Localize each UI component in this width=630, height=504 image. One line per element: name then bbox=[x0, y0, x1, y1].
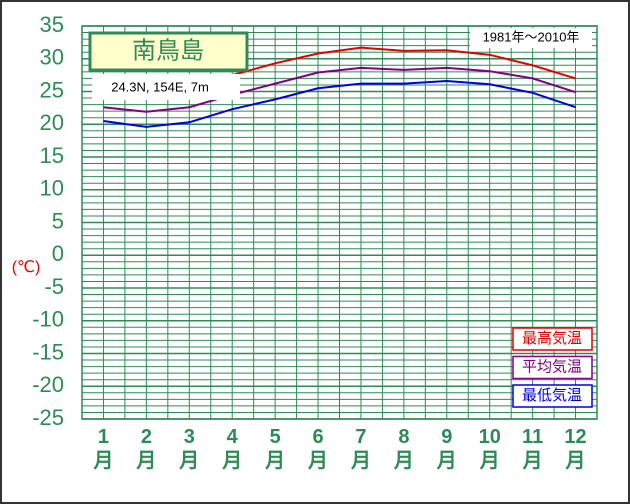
y-tick-label: 20 bbox=[40, 110, 64, 135]
x-tick-label: 5月 bbox=[265, 426, 286, 472]
x-tick-label: 10月 bbox=[478, 426, 501, 472]
legend-box bbox=[512, 327, 593, 351]
series-line bbox=[103, 66, 576, 113]
x-tick-label: 9月 bbox=[436, 426, 457, 472]
x-tick-label: 6月 bbox=[308, 426, 329, 472]
y-tick-label: 25 bbox=[40, 77, 64, 102]
legend-box bbox=[512, 384, 593, 408]
x-tick-label: 12月 bbox=[564, 426, 587, 472]
y-axis-label: (℃) bbox=[12, 259, 41, 276]
y-tick-label: 30 bbox=[40, 45, 64, 70]
chart-subtitle: 24.3N, 154E, 7m bbox=[111, 79, 209, 94]
legend-box bbox=[512, 355, 593, 380]
x-tick-label: 8月 bbox=[393, 426, 414, 472]
y-tick-label: 10 bbox=[40, 176, 64, 201]
y-tick-label: -25 bbox=[32, 405, 64, 430]
period-label: 1981年〜2010年 bbox=[483, 29, 580, 44]
x-tick-label: 11月 bbox=[522, 426, 544, 472]
y-tick-label: 35 bbox=[40, 12, 64, 37]
title-box bbox=[88, 31, 249, 72]
legend-label: 平均気温 bbox=[522, 358, 582, 375]
legend-label: 最高気温 bbox=[522, 330, 582, 347]
legend-label: 最低気温 bbox=[522, 387, 582, 404]
plot-border bbox=[81, 25, 598, 420]
y-tick-label: -5 bbox=[44, 274, 64, 299]
x-tick-label: 2月 bbox=[136, 426, 157, 472]
x-tick-label: 7月 bbox=[350, 426, 371, 472]
y-tick-label: 15 bbox=[40, 143, 64, 168]
y-tick-label: -10 bbox=[32, 307, 64, 332]
x-tick-label: 3月 bbox=[179, 426, 200, 472]
y-tick-label: -20 bbox=[32, 372, 64, 397]
period-box bbox=[470, 28, 592, 48]
y-tick-label: 0 bbox=[52, 241, 64, 266]
x-tick-label: 4月 bbox=[222, 426, 243, 472]
x-tick-label: 1月 bbox=[93, 426, 114, 472]
series-line bbox=[103, 80, 576, 128]
y-tick-label: -15 bbox=[32, 339, 64, 364]
subtitle-box bbox=[92, 74, 240, 100]
chart-title: 南鳥島 bbox=[132, 37, 204, 64]
y-tick-label: 5 bbox=[52, 208, 64, 233]
